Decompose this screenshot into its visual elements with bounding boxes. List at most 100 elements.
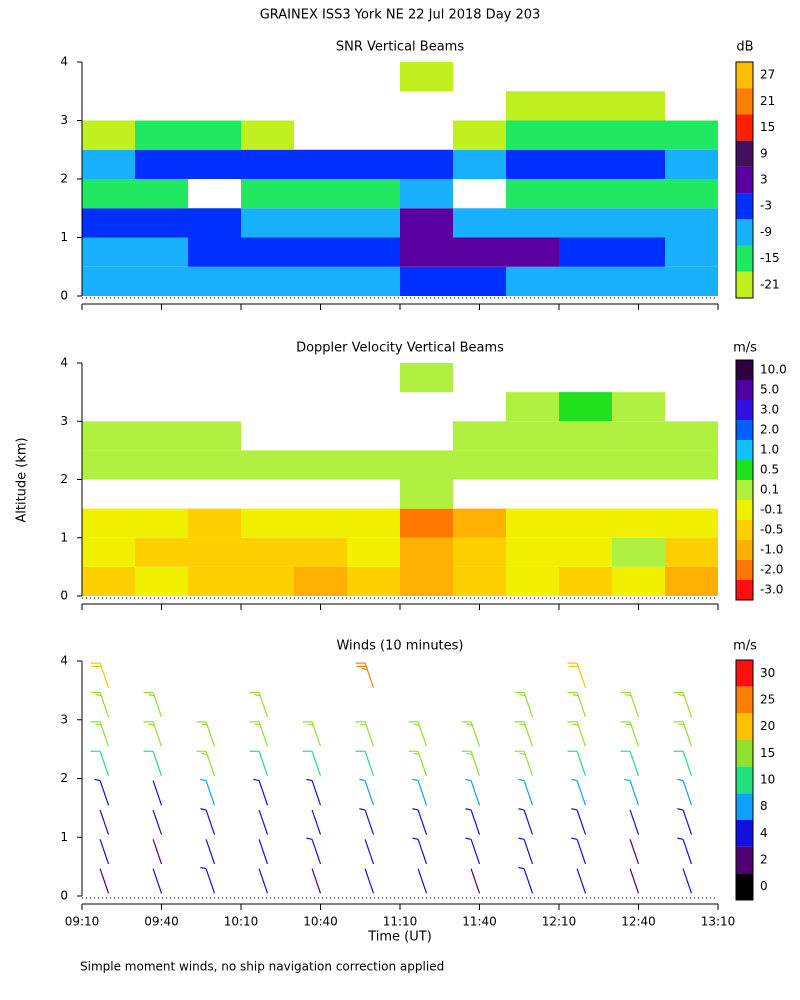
contour-cell [506,450,559,480]
contour-cell [612,421,665,451]
colorbar-label: -1.0 [760,543,783,557]
wind-barb [412,808,428,835]
panel-title: SNR Vertical Beams [336,40,464,55]
contour-cell [506,508,559,538]
wind-barb [567,662,587,688]
barb-feather [677,837,684,840]
contour-cell [665,237,718,267]
barb-staff [682,721,693,747]
barb-staff [417,721,428,747]
contour-cell [559,266,612,296]
barb-staff [417,780,428,806]
y-tick-label: 4 [60,654,68,668]
contour-cell [559,179,612,209]
barb-feather [200,866,207,870]
wind-barb [514,750,534,777]
wind-barb [465,808,481,835]
barb-feather [200,808,207,811]
contour-cell [612,537,665,567]
colorbar-label: 20 [760,719,775,733]
colorbar-block [736,686,753,714]
wind-barb [571,778,587,806]
contour-cell [665,537,718,567]
colorbar-block [736,114,753,141]
wind-barb [143,691,163,718]
contour-cell [241,179,294,209]
wind-barb [571,808,587,835]
contour-cell [665,566,718,596]
barb-staff [99,839,110,865]
barb-staff [364,780,375,806]
colorbar-block [736,193,753,220]
contour-cell [82,508,135,538]
contour-cell [453,537,506,567]
contour-cell [82,208,135,238]
contour-cell [347,179,400,209]
contour-cell [135,566,188,596]
contour-cell [347,208,400,238]
wind-barb [359,778,375,806]
contour-cell [559,566,612,596]
colorbar-unit: m/s [733,639,757,654]
barb-staff [99,662,110,688]
contour-cell [347,537,400,567]
barb-feather [307,723,314,726]
barb-staff [417,751,428,777]
wind-barb [364,839,375,865]
contour-cell [188,149,241,179]
colorbar-label: 21 [760,94,775,108]
wind-barb [629,868,640,894]
colorbar-label: -3.0 [760,583,783,597]
contour-cell [294,266,347,296]
contour-cell [506,421,559,451]
contour-cell [82,537,135,567]
wind-barb [152,809,163,835]
barb-feather [94,778,101,782]
colorbar-label: 2.0 [760,423,779,437]
wind-barb [673,721,693,747]
colorbar-block [736,846,753,874]
colorbar-block [736,500,753,520]
contour-cell [188,508,241,538]
contour-cell [188,208,241,238]
y-tick-label: 4 [60,356,68,370]
barb-staff [152,692,163,718]
contour-cell [347,450,400,480]
contour-cell [241,266,294,296]
barb-feather [200,778,207,782]
wind-barb [302,721,322,747]
barb-staff [258,780,269,806]
contour-cell [506,120,559,150]
contour-cell [294,149,347,179]
colorbar-block [736,793,753,820]
wind-barb [302,750,322,777]
barb-feather [412,778,419,782]
contour-cell [400,266,453,296]
contour-cell [82,149,135,179]
contour-cell [453,120,506,150]
barb-staff [258,839,269,865]
barb-staff [629,809,640,835]
colorbar-block [736,460,753,480]
barb-feather [412,837,419,840]
contour-cell [347,508,400,538]
barb-staff [576,839,587,865]
wind-barb [677,778,693,806]
colorbar-block [736,420,753,440]
barb-feather [465,808,472,811]
wind-barb [249,750,269,777]
barb-staff [629,868,640,894]
contour-cell [612,266,665,296]
contour-cell [506,149,559,179]
barb-feather [571,778,578,782]
colorbar-frame [735,61,754,299]
barb-staff [629,721,640,747]
barb-feather [466,752,473,756]
contour-cell [612,149,665,179]
colorbar-block [736,660,753,687]
barb-staff [576,751,587,777]
panel-title: Doppler Velocity Vertical Beams [296,341,504,356]
contour-cell [665,421,718,451]
y-tick-label: 0 [60,889,68,903]
contour-cell [294,508,347,538]
